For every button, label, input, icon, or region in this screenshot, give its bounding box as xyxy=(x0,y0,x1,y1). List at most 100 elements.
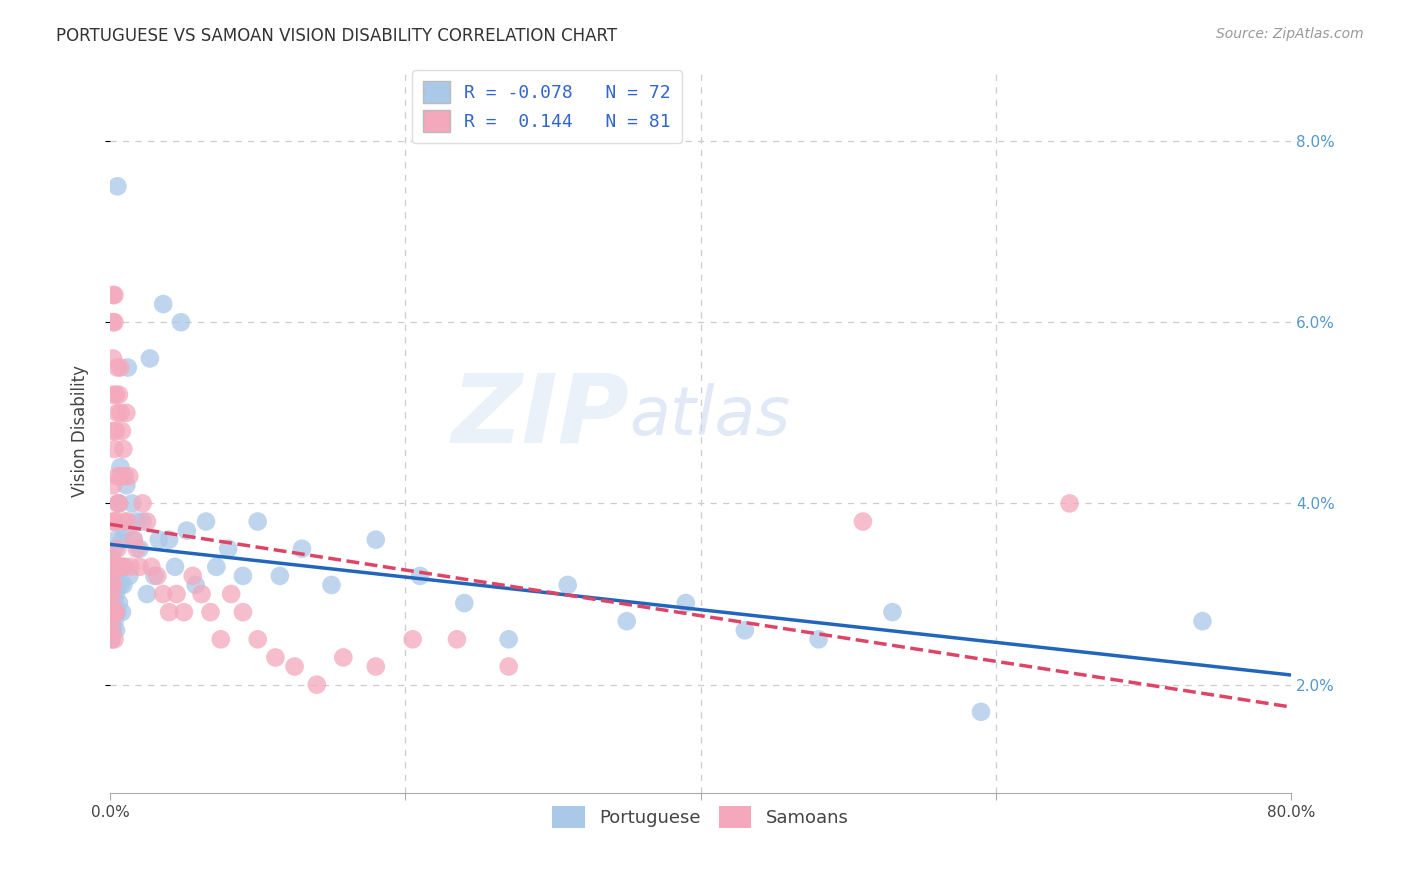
Point xyxy=(104,587,127,601)
Point xyxy=(108,596,131,610)
Point xyxy=(190,587,212,601)
Point xyxy=(103,315,125,329)
Point xyxy=(103,559,125,574)
Point xyxy=(232,605,254,619)
Point xyxy=(101,578,124,592)
Point xyxy=(103,578,125,592)
Point xyxy=(269,569,291,583)
Point xyxy=(103,541,125,556)
Point xyxy=(152,297,174,311)
Point xyxy=(112,578,135,592)
Point xyxy=(332,650,354,665)
Point xyxy=(131,515,153,529)
Point xyxy=(115,478,138,492)
Point xyxy=(108,496,131,510)
Point xyxy=(122,533,145,547)
Point xyxy=(364,533,387,547)
Point xyxy=(101,596,124,610)
Point xyxy=(148,533,170,547)
Point xyxy=(114,515,136,529)
Point xyxy=(111,559,134,574)
Point xyxy=(117,515,139,529)
Point xyxy=(117,360,139,375)
Point xyxy=(111,533,134,547)
Point xyxy=(141,559,163,574)
Point xyxy=(852,515,875,529)
Point xyxy=(232,569,254,583)
Point xyxy=(107,496,129,510)
Point xyxy=(139,351,162,366)
Point xyxy=(107,469,129,483)
Point xyxy=(107,406,129,420)
Point xyxy=(101,587,124,601)
Point xyxy=(321,578,343,592)
Point xyxy=(131,496,153,510)
Point xyxy=(101,515,124,529)
Point xyxy=(101,605,124,619)
Point xyxy=(200,605,222,619)
Point xyxy=(100,550,122,565)
Point xyxy=(114,469,136,483)
Point xyxy=(100,614,122,628)
Point xyxy=(675,596,697,610)
Point xyxy=(101,605,124,619)
Point xyxy=(112,442,135,456)
Point xyxy=(101,578,124,592)
Point xyxy=(104,569,127,583)
Point xyxy=(970,705,993,719)
Point xyxy=(1059,496,1081,510)
Point xyxy=(882,605,904,619)
Point xyxy=(120,559,142,574)
Point xyxy=(114,559,136,574)
Point xyxy=(166,587,188,601)
Point xyxy=(103,614,125,628)
Point xyxy=(128,541,150,556)
Point xyxy=(104,515,127,529)
Point xyxy=(453,596,475,610)
Point xyxy=(557,578,579,592)
Point xyxy=(122,533,145,547)
Point xyxy=(734,624,756,638)
Point xyxy=(121,496,143,510)
Point xyxy=(115,406,138,420)
Point xyxy=(101,288,124,302)
Text: ZIP: ZIP xyxy=(451,370,630,463)
Point xyxy=(143,569,166,583)
Point xyxy=(114,524,136,538)
Point xyxy=(100,587,122,601)
Point xyxy=(108,496,131,510)
Point xyxy=(264,650,287,665)
Point xyxy=(173,605,195,619)
Point xyxy=(100,569,122,583)
Point xyxy=(103,632,125,647)
Point xyxy=(104,605,127,619)
Point xyxy=(100,632,122,647)
Point xyxy=(101,559,124,574)
Point xyxy=(107,360,129,375)
Point xyxy=(100,550,122,565)
Point xyxy=(170,315,193,329)
Point xyxy=(103,596,125,610)
Point xyxy=(107,559,129,574)
Y-axis label: Vision Disability: Vision Disability xyxy=(72,365,89,497)
Point xyxy=(364,659,387,673)
Point xyxy=(101,424,124,438)
Point xyxy=(246,515,269,529)
Point xyxy=(100,624,122,638)
Point xyxy=(107,578,129,592)
Point xyxy=(104,424,127,438)
Point xyxy=(184,578,207,592)
Point xyxy=(100,596,122,610)
Point xyxy=(217,541,239,556)
Point xyxy=(103,442,125,456)
Point xyxy=(104,387,127,401)
Point xyxy=(110,460,132,475)
Point xyxy=(111,605,134,619)
Point xyxy=(103,288,125,302)
Point xyxy=(107,605,129,619)
Point xyxy=(107,179,129,194)
Point xyxy=(807,632,830,647)
Point xyxy=(219,587,242,601)
Point xyxy=(1191,614,1213,628)
Point xyxy=(136,515,159,529)
